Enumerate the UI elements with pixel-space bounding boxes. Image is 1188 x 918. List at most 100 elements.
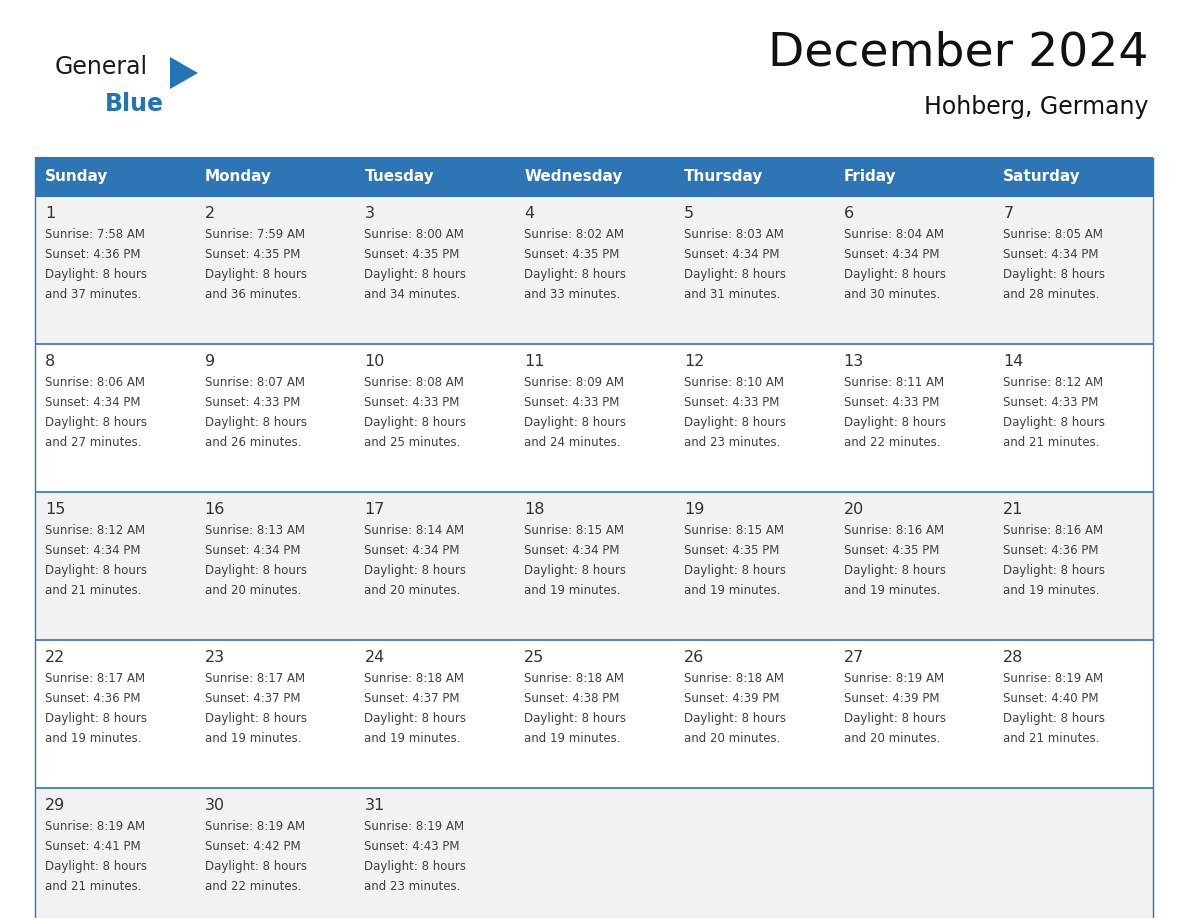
Text: Saturday: Saturday [1004, 170, 1081, 185]
Text: and 33 minutes.: and 33 minutes. [524, 288, 620, 301]
Text: Sunset: 4:33 PM: Sunset: 4:33 PM [684, 396, 779, 409]
Text: and 37 minutes.: and 37 minutes. [45, 288, 141, 301]
Text: and 22 minutes.: and 22 minutes. [843, 436, 940, 449]
Text: Sunset: 4:39 PM: Sunset: 4:39 PM [843, 692, 939, 705]
Text: Sunset: 4:34 PM: Sunset: 4:34 PM [45, 544, 140, 557]
Text: 14: 14 [1004, 354, 1024, 369]
Text: 30: 30 [204, 798, 225, 813]
Text: Daylight: 8 hours: Daylight: 8 hours [684, 564, 785, 577]
Text: Sunrise: 8:11 AM: Sunrise: 8:11 AM [843, 376, 943, 389]
Text: and 22 minutes.: and 22 minutes. [204, 880, 302, 893]
Text: 1: 1 [45, 206, 56, 221]
Text: Sunset: 4:41 PM: Sunset: 4:41 PM [45, 840, 140, 853]
Bar [34, 158, 195, 196]
Bar [34, 344, 1154, 492]
Text: Sunrise: 8:08 AM: Sunrise: 8:08 AM [365, 376, 465, 389]
Text: Sunset: 4:34 PM: Sunset: 4:34 PM [1004, 248, 1099, 261]
Text: Daylight: 8 hours: Daylight: 8 hours [1004, 416, 1105, 429]
Text: Daylight: 8 hours: Daylight: 8 hours [684, 712, 785, 725]
Text: Sunrise: 8:10 AM: Sunrise: 8:10 AM [684, 376, 784, 389]
Bar [34, 640, 1154, 788]
Text: Friday: Friday [843, 170, 896, 185]
Text: 23: 23 [204, 650, 225, 665]
Text: and 27 minutes.: and 27 minutes. [45, 436, 141, 449]
Text: 19: 19 [684, 502, 704, 517]
Text: Sunrise: 8:19 AM: Sunrise: 8:19 AM [843, 672, 943, 685]
Text: Sunrise: 8:02 AM: Sunrise: 8:02 AM [524, 228, 624, 241]
Text: 29: 29 [45, 798, 65, 813]
Text: Daylight: 8 hours: Daylight: 8 hours [524, 564, 626, 577]
Text: 2: 2 [204, 206, 215, 221]
Text: Sunrise: 8:19 AM: Sunrise: 8:19 AM [1004, 672, 1104, 685]
Text: Sunrise: 8:04 AM: Sunrise: 8:04 AM [843, 228, 943, 241]
Text: Sunset: 4:34 PM: Sunset: 4:34 PM [684, 248, 779, 261]
Text: Daylight: 8 hours: Daylight: 8 hours [843, 416, 946, 429]
Text: Sunrise: 8:19 AM: Sunrise: 8:19 AM [204, 820, 305, 833]
Text: and 19 minutes.: and 19 minutes. [45, 732, 141, 745]
Text: Sunrise: 7:59 AM: Sunrise: 7:59 AM [204, 228, 305, 241]
Text: and 25 minutes.: and 25 minutes. [365, 436, 461, 449]
Text: Hohberg, Germany: Hohberg, Germany [923, 95, 1148, 119]
Text: Sunset: 4:36 PM: Sunset: 4:36 PM [1004, 544, 1099, 557]
Text: Sunset: 4:35 PM: Sunset: 4:35 PM [365, 248, 460, 261]
Text: Daylight: 8 hours: Daylight: 8 hours [204, 416, 307, 429]
Text: and 19 minutes.: and 19 minutes. [524, 732, 620, 745]
Text: Daylight: 8 hours: Daylight: 8 hours [204, 712, 307, 725]
Text: Sunset: 4:36 PM: Sunset: 4:36 PM [45, 692, 140, 705]
Text: Daylight: 8 hours: Daylight: 8 hours [1004, 564, 1105, 577]
Text: and 23 minutes.: and 23 minutes. [365, 880, 461, 893]
Text: 13: 13 [843, 354, 864, 369]
Text: Daylight: 8 hours: Daylight: 8 hours [45, 860, 147, 873]
Text: 9: 9 [204, 354, 215, 369]
Text: Daylight: 8 hours: Daylight: 8 hours [524, 416, 626, 429]
Text: 21: 21 [1004, 502, 1024, 517]
Text: and 21 minutes.: and 21 minutes. [1004, 436, 1100, 449]
Text: Sunrise: 8:09 AM: Sunrise: 8:09 AM [524, 376, 624, 389]
Text: Daylight: 8 hours: Daylight: 8 hours [365, 860, 467, 873]
Text: 5: 5 [684, 206, 694, 221]
Text: and 19 minutes.: and 19 minutes. [1004, 584, 1100, 597]
Text: and 21 minutes.: and 21 minutes. [45, 880, 141, 893]
Text: Sunset: 4:33 PM: Sunset: 4:33 PM [524, 396, 619, 409]
Text: Sunrise: 8:17 AM: Sunrise: 8:17 AM [45, 672, 145, 685]
Text: 24: 24 [365, 650, 385, 665]
Text: Sunset: 4:38 PM: Sunset: 4:38 PM [524, 692, 619, 705]
Text: 6: 6 [843, 206, 854, 221]
Text: 28: 28 [1004, 650, 1024, 665]
Text: Daylight: 8 hours: Daylight: 8 hours [524, 712, 626, 725]
Text: Daylight: 8 hours: Daylight: 8 hours [204, 860, 307, 873]
Text: 10: 10 [365, 354, 385, 369]
Text: 27: 27 [843, 650, 864, 665]
Text: Sunset: 4:34 PM: Sunset: 4:34 PM [843, 248, 939, 261]
Text: Sunset: 4:34 PM: Sunset: 4:34 PM [524, 544, 620, 557]
Text: Sunset: 4:33 PM: Sunset: 4:33 PM [843, 396, 939, 409]
Text: Sunrise: 7:58 AM: Sunrise: 7:58 AM [45, 228, 145, 241]
Text: and 24 minutes.: and 24 minutes. [524, 436, 620, 449]
Text: Daylight: 8 hours: Daylight: 8 hours [524, 268, 626, 281]
Text: 15: 15 [45, 502, 65, 517]
Text: 7: 7 [1004, 206, 1013, 221]
Text: 22: 22 [45, 650, 65, 665]
Text: Daylight: 8 hours: Daylight: 8 hours [45, 416, 147, 429]
Text: 4: 4 [524, 206, 535, 221]
Text: Sunrise: 8:19 AM: Sunrise: 8:19 AM [45, 820, 145, 833]
Text: and 20 minutes.: and 20 minutes. [365, 584, 461, 597]
Text: Sunset: 4:35 PM: Sunset: 4:35 PM [524, 248, 619, 261]
Bar [195, 158, 354, 196]
Text: Sunset: 4:42 PM: Sunset: 4:42 PM [204, 840, 301, 853]
Bar [34, 492, 1154, 640]
Bar [993, 158, 1154, 196]
Text: 11: 11 [524, 354, 544, 369]
Text: Sunrise: 8:14 AM: Sunrise: 8:14 AM [365, 524, 465, 537]
Text: and 20 minutes.: and 20 minutes. [843, 732, 940, 745]
Text: Sunrise: 8:16 AM: Sunrise: 8:16 AM [1004, 524, 1104, 537]
Bar [834, 158, 993, 196]
Text: Sunrise: 8:00 AM: Sunrise: 8:00 AM [365, 228, 465, 241]
Text: 12: 12 [684, 354, 704, 369]
Bar [34, 788, 1154, 918]
Text: and 21 minutes.: and 21 minutes. [1004, 732, 1100, 745]
Text: Daylight: 8 hours: Daylight: 8 hours [204, 564, 307, 577]
Text: Daylight: 8 hours: Daylight: 8 hours [843, 712, 946, 725]
Text: and 19 minutes.: and 19 minutes. [204, 732, 302, 745]
Text: Sunset: 4:36 PM: Sunset: 4:36 PM [45, 248, 140, 261]
